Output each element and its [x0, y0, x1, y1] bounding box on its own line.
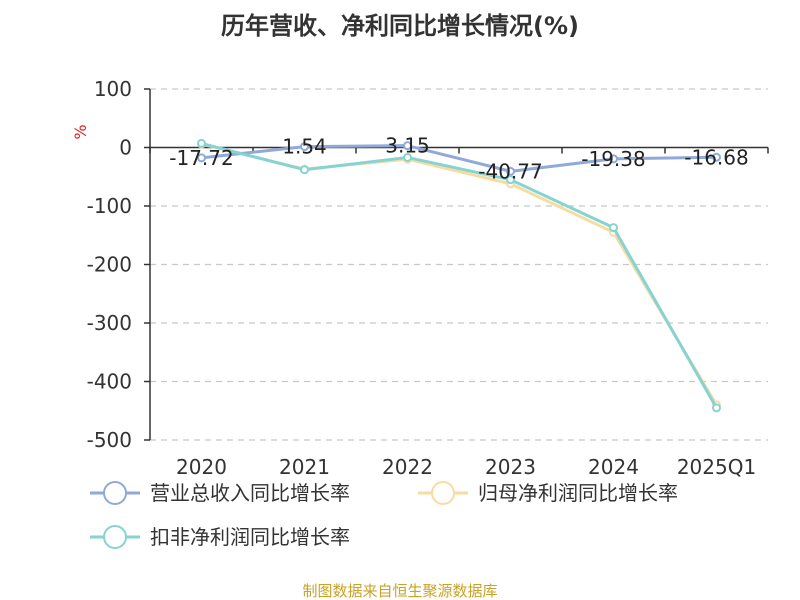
legend-marker: [103, 481, 127, 505]
data-point[interactable]: [712, 403, 721, 413]
data-point[interactable]: [197, 138, 206, 148]
y-axis-label: %: [71, 124, 90, 139]
x-tick-label: 2021: [279, 455, 330, 479]
data-labels: -17.72 1.54 3.15 -40.77 -19.38 -16.68: [169, 134, 748, 184]
series-line: [201, 144, 717, 173]
legend-label: 扣非净利润同比增长率: [150, 525, 350, 549]
y-tick-label: -100: [87, 194, 132, 218]
legend-marker: [431, 481, 455, 505]
legend-item[interactable]: 归母净利润同比增长率: [418, 481, 678, 505]
y-tick-label: -300: [87, 311, 132, 335]
x-tick-label: 2024: [588, 455, 639, 479]
x-tick-label: 2025Q1: [677, 455, 756, 479]
series-group: [197, 138, 721, 413]
y-tick-label: -500: [87, 428, 132, 452]
data-point[interactable]: [197, 153, 206, 163]
y-tick-label: 100: [94, 77, 132, 101]
y-tick-label: -400: [87, 370, 132, 394]
data-point[interactable]: [300, 142, 309, 152]
legend-label: 营业总收入同比增长率: [150, 481, 350, 505]
data-point[interactable]: [712, 152, 721, 162]
data-label: -19.38: [581, 147, 645, 171]
data-point[interactable]: [403, 141, 412, 151]
source-note: 制图数据来自恒生聚源数据库: [302, 582, 497, 600]
data-point[interactable]: [403, 152, 412, 162]
y-tick-label: -200: [87, 253, 132, 277]
data-point[interactable]: [506, 175, 515, 185]
legend-label: 归母净利润同比增长率: [478, 481, 678, 505]
data-point[interactable]: [609, 223, 618, 233]
data-label: 1.54: [282, 135, 327, 159]
x-tick-label: 2020: [176, 455, 227, 479]
chart-title: 历年营收、净利同比增长情况(%): [221, 12, 579, 40]
grid-lines: [150, 88, 768, 441]
y-axis-ticks: 100 0 -100 -200 -300 -400 -500: [87, 77, 150, 452]
legend-item[interactable]: 营业总收入同比增长率: [90, 481, 350, 505]
x-axis-ticks: 2020 2021 2022 2023 2024 2025Q1: [176, 455, 756, 479]
data-point[interactable]: [609, 154, 618, 164]
data-label: -17.72: [169, 146, 233, 170]
axes: [149, 89, 769, 440]
x-tick-label: 2023: [485, 455, 536, 479]
data-point[interactable]: [300, 165, 309, 175]
legend-item[interactable]: 扣非净利润同比增长率: [90, 525, 350, 549]
data-label: -16.68: [684, 145, 748, 169]
data-point[interactable]: [506, 166, 515, 176]
data-label: -40.77: [478, 159, 542, 183]
data-label: 3.15: [385, 134, 430, 158]
series-line: [201, 141, 718, 409]
legend-marker: [103, 525, 127, 549]
x-tick-label: 2022: [382, 455, 433, 479]
y-tick-label: 0: [119, 136, 132, 160]
